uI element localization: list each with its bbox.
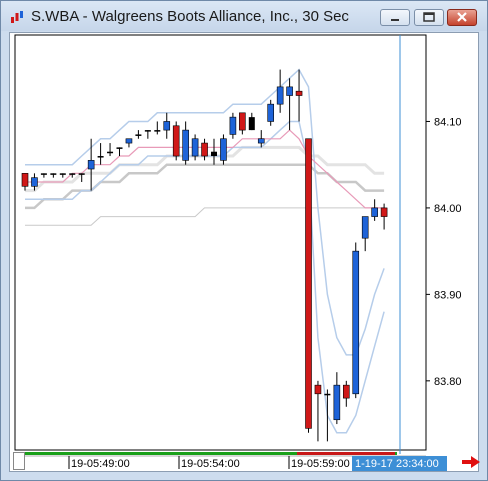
close-icon	[457, 12, 467, 22]
candle-body	[69, 173, 76, 175]
x-tick-label: 19-05:54:00	[181, 458, 240, 470]
candle-body	[116, 147, 123, 149]
ma-gray-low-line	[25, 207, 385, 226]
candle-body	[125, 138, 133, 144]
cursor-time-badge	[352, 456, 447, 471]
upper-band-line	[25, 68, 385, 356]
candle-body	[371, 207, 378, 217]
candle-body	[135, 134, 142, 136]
y-tick-label: 83.80	[434, 376, 462, 388]
x-tick-label: 19-05:59:00	[291, 458, 350, 470]
candle-body	[295, 90, 303, 96]
candle-body	[97, 156, 104, 158]
candle-body	[172, 125, 180, 157]
cursor-time-label: 1-19-17 23:34:00	[355, 458, 439, 470]
candle-body	[276, 86, 284, 105]
timeline-red-bar	[297, 452, 395, 455]
candle-body	[380, 207, 388, 217]
y-tick-label: 84.00	[434, 203, 462, 215]
candle-body	[342, 384, 350, 399]
candle-body	[31, 177, 38, 187]
candle-body	[201, 142, 208, 157]
candle-body	[211, 151, 217, 157]
candle-body	[50, 173, 57, 175]
window-title: S.WBA - Walgreens Boots Alliance, Inc., …	[31, 8, 349, 25]
candle-body	[191, 138, 199, 157]
chart-area[interactable]: 84.10 84.00 83.90 83.80 19-05:49:00 19-05:54:…	[9, 32, 481, 472]
candle-body	[59, 173, 66, 175]
chart-app-icon	[11, 11, 23, 23]
candle-body	[239, 112, 246, 131]
next-arrow-icon[interactable]	[461, 455, 481, 469]
candle-body	[107, 151, 114, 154]
maximize-button[interactable]	[414, 9, 444, 26]
candle-body	[154, 130, 161, 132]
candle-body	[257, 138, 265, 144]
y-tick-label: 83.90	[434, 289, 462, 301]
minimize-button[interactable]	[380, 9, 410, 26]
timeline-scroll-thumb[interactable]	[13, 452, 25, 470]
candle-body	[87, 160, 95, 170]
candle-body	[229, 116, 237, 135]
title-bar[interactable]: S.WBA - Walgreens Boots Alliance, Inc., …	[1, 1, 487, 31]
candle-body	[220, 138, 227, 161]
candle-body	[248, 117, 255, 131]
candle-body	[352, 250, 360, 395]
minimize-icon	[391, 19, 399, 21]
candle-body	[21, 173, 29, 187]
candle-body	[314, 384, 322, 395]
candle-body	[163, 121, 171, 131]
close-button[interactable]	[447, 9, 477, 26]
candle-body	[286, 86, 293, 96]
candle-body	[144, 130, 151, 132]
timeline-green-bar	[23, 452, 397, 455]
candle-body	[305, 138, 312, 429]
maximize-icon	[423, 12, 435, 22]
price-chart[interactable]: 84.10 84.00 83.90 83.80 19-05:49:00 19-05:54:…	[10, 33, 478, 471]
candle-body	[40, 173, 47, 175]
candle-body	[361, 216, 369, 239]
plot-frame	[14, 34, 427, 451]
candle-body	[333, 384, 341, 421]
candle-body	[324, 393, 331, 396]
candle-body	[182, 129, 189, 161]
y-tick-label: 84.10	[434, 116, 462, 128]
candle-body	[78, 173, 85, 175]
candle-body	[267, 103, 275, 122]
x-tick-label: 19-05:49:00	[71, 458, 130, 470]
